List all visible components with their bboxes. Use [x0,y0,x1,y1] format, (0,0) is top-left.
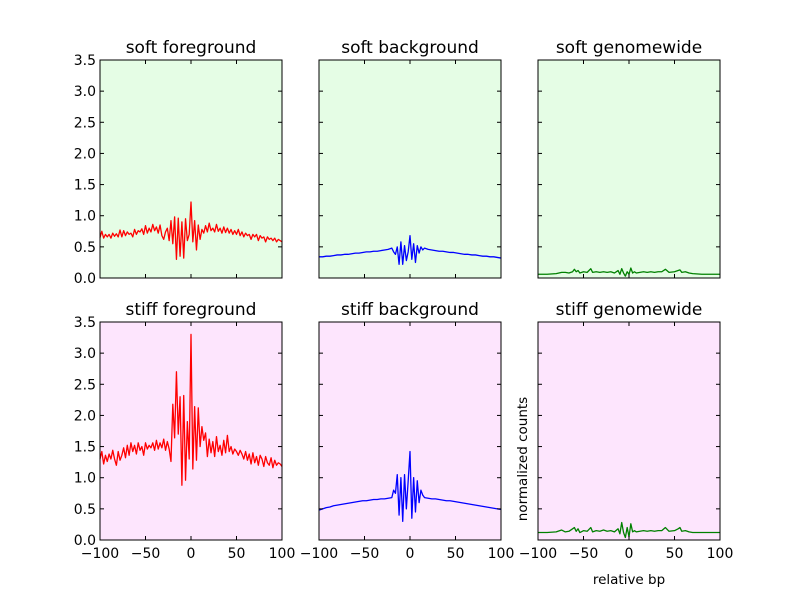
x-tick-label: 50 [447,546,465,562]
x-tick-label: −50 [350,546,380,562]
y-tick-label: 3.0 [74,346,96,362]
y-axis-label: normalized counts [515,397,531,521]
y-tick-label: 0.0 [74,533,96,549]
x-tick-label: 0 [187,546,196,562]
y-tick-label: 1.0 [74,209,96,225]
y-tick-label: 1.0 [74,471,96,487]
plot-background [319,322,501,540]
y-tick-label: 3.5 [74,315,96,331]
subplot-stiff-foreground: −100 −50 0 50 100 0.0 0.5 1.0 1.5 2.0 2.5 3.0 3.5 sti… [74,300,296,562]
y-tick-label: 1.5 [74,440,96,456]
subplot-title: stiff genomewide [556,300,703,320]
subplot-title: soft genomewide [556,38,702,58]
x-tick-label: 50 [666,546,684,562]
subplot-title: soft foreground [126,38,257,58]
subplot-stiff-background: −100 −50 0 50 100 stiff background [300,300,515,562]
subplot-title: soft background [341,38,479,58]
x-tick-label: 100 [488,546,515,562]
x-tick-label: −50 [131,546,161,562]
x-axis-label: relative bp [593,572,665,588]
y-tick-label: 2.0 [74,408,96,424]
x-tick-label: −100 [519,546,557,562]
y-tick-label: 3.0 [74,84,96,100]
y-tick-label: 2.0 [74,146,96,162]
y-tick-label: 0.5 [74,240,96,256]
x-tick-label: −50 [569,546,599,562]
subplot-stiff-genomewide: −100 −50 0 50 100 stiff genomewide relative bp… [515,300,733,588]
x-tick-label: 100 [269,546,296,562]
series-line [319,235,502,265]
subplot-soft-genomewide: soft genomewide [537,38,721,279]
series-line [318,450,502,522]
y-tick-label: 2.5 [74,377,96,393]
plot-background [538,60,720,278]
plot-background [319,60,501,278]
x-tick-label: 100 [707,546,734,562]
subplot-title: stiff background [341,300,479,320]
subplot-title: stiff foreground [126,300,257,320]
x-tick-label: 0 [625,546,634,562]
y-tick-label: 1.5 [74,178,96,194]
y-tick-label: 0.0 [74,271,96,287]
x-tick-label: 50 [228,546,246,562]
x-tick-label: 0 [406,546,415,562]
x-tick-label: −100 [81,546,119,562]
x-tick-label: −100 [300,546,338,562]
subplot-soft-background: soft background [318,38,502,279]
plot-background [538,322,720,540]
plot-background [100,60,282,278]
y-tick-label: 0.5 [74,502,96,518]
subplot-soft-foreground: 0.0 0.5 1.0 1.5 2.0 2.5 3.0 3.5 soft foreground [74,38,283,287]
y-tick-label: 3.5 [74,53,96,69]
y-tick-label: 2.5 [74,115,96,131]
